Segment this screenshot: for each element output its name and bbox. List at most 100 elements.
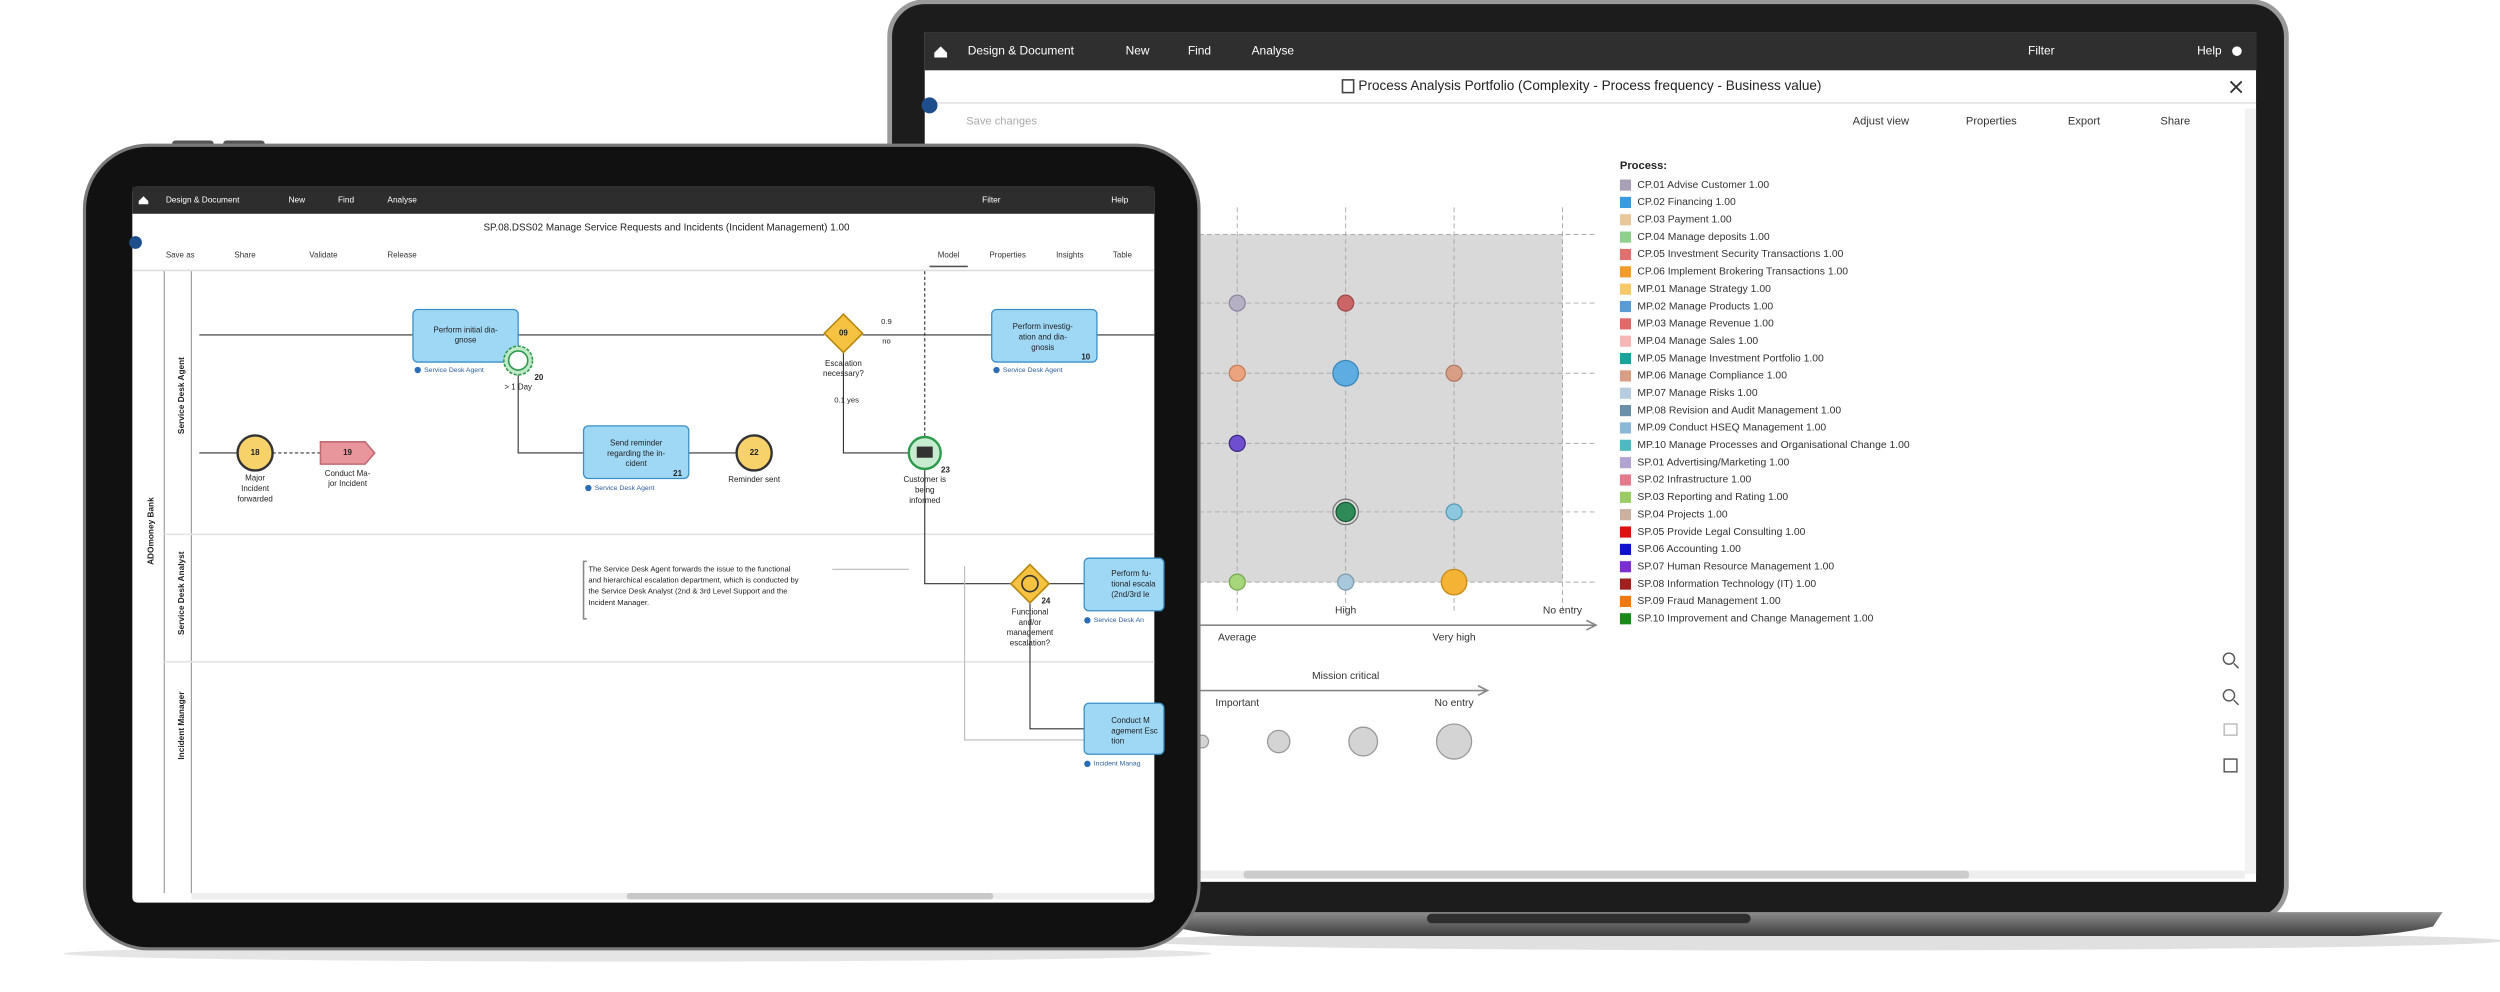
scrollbar	[2244, 108, 2257, 874]
bubbles	[1228, 294, 1468, 596]
action-button[interactable]: Adjust view	[1853, 115, 1910, 127]
bubbles	[1228, 364, 1246, 382]
legend-swatch	[1619, 457, 1632, 469]
bubbles	[1445, 364, 1463, 382]
bubbles	[1228, 294, 1246, 312]
tab[interactable]: Insights	[1056, 250, 1083, 259]
legend-swatch	[1619, 352, 1632, 365]
legend-label: SP.04 Projects 1.00	[1637, 509, 1727, 520]
role-icon	[1084, 760, 1091, 768]
gateway-marker	[1021, 574, 1039, 593]
zoom-tools	[2223, 723, 2238, 736]
g: CP.01 Advise Customer 1.00 CP.02 Financin…	[1619, 179, 1910, 625]
legend-label: CP.02 Financing 1.00	[1637, 197, 1736, 208]
node-label: Escalation	[825, 359, 862, 368]
legend-swatch	[1619, 214, 1632, 226]
legend-title: Process:	[1620, 160, 1667, 172]
toolbar-button[interactable]: Filter	[982, 194, 1001, 204]
tab[interactable]: Properties	[989, 250, 1025, 259]
legend-swatch	[1619, 595, 1632, 608]
tab[interactable]: Model	[938, 250, 960, 259]
action-button[interactable]: Export	[2068, 115, 2101, 127]
legend-swatch	[1619, 405, 1632, 417]
bubbles	[1332, 498, 1360, 526]
action-button[interactable]: Share	[234, 250, 256, 259]
toolbar-button[interactable]: Help	[1111, 194, 1128, 204]
lane-label: Incident Manager	[176, 691, 186, 760]
toolbar-button[interactable]: Design & Document	[968, 43, 1075, 57]
toolbar-button[interactable]: New	[289, 194, 306, 204]
action-button[interactable]: Release	[387, 250, 417, 259]
tb: Design & Document New Find Analyse Filter Hel…	[166, 194, 1129, 204]
toolbar-button[interactable]: Find	[1188, 43, 1211, 57]
annotation-line: and hierarchical escalation department, …	[588, 576, 798, 585]
close-icon	[2229, 80, 2243, 94]
size-bubbles	[1266, 729, 1291, 754]
legend-label: MP.07 Manage Risks 1.00	[1637, 388, 1757, 399]
tasks	[1083, 702, 1165, 755]
save-changes: Save changes	[966, 115, 1037, 127]
node-number: 10	[1081, 352, 1090, 361]
action-button[interactable]: Properties	[1966, 115, 2017, 127]
g: Adjust view Properties Export Share	[1853, 115, 2190, 127]
legend-label: SP.09 Fraud Management 1.00	[1637, 596, 1780, 607]
legend-label: MP.10 Manage Processes and Organisationa…	[1637, 440, 1909, 451]
node-label: escalation?	[1010, 639, 1051, 648]
flow-label: 0.1 yes	[834, 395, 859, 404]
legend-label: MP.02 Manage Products 1.00	[1637, 301, 1773, 312]
node-label: ation and dia-	[1019, 332, 1068, 341]
legend-label: CP.06 Implement Brokering Transactions 1…	[1637, 267, 1848, 278]
toolbar-button[interactable]: Filter	[2028, 43, 2055, 57]
action-button[interactable]: Save as	[166, 250, 195, 259]
toolbar-button[interactable]: Analyse	[1252, 43, 1295, 57]
legend-swatch	[1619, 439, 1632, 451]
zoom-tools	[2222, 689, 2236, 702]
node-number: 23	[941, 466, 950, 475]
annotation-bracket	[582, 560, 587, 620]
toolbar-button[interactable]: Help	[2197, 43, 2222, 57]
toolbar-button[interactable]: Find	[338, 194, 355, 204]
tasks	[412, 308, 519, 363]
node-label: > 1 Day	[504, 383, 532, 392]
legend-label: CP.05 Investment Security Transactions 1…	[1637, 249, 1843, 260]
annotation-line: the Service Desk Analyst (2nd & 3rd Leve…	[588, 587, 787, 596]
legend-label: MP.01 Manage Strategy 1.00	[1637, 284, 1771, 295]
legend-label: MP.08 Revision and Audit Management 1.00	[1637, 405, 1841, 416]
grid	[1198, 207, 1595, 614]
scroll-thumb	[626, 893, 994, 900]
legend-label: MP.05 Manage Investment Portfolio 1.00	[1637, 353, 1824, 364]
role-icon	[585, 484, 592, 492]
home-icon	[934, 46, 948, 58]
laptop-notch	[1426, 913, 1751, 924]
legend-label: SP.06 Accounting 1.00	[1637, 544, 1741, 555]
node-number: 20	[534, 373, 543, 382]
tb: Design & Document New Find Analyse Filter Hel…	[968, 43, 2222, 57]
flows	[924, 468, 1011, 585]
action-button[interactable]: Share	[2160, 115, 2190, 127]
bubbles	[1337, 294, 1355, 312]
flows	[517, 374, 584, 454]
legend-swatch	[1619, 422, 1632, 434]
zoom-tools	[2233, 662, 2240, 669]
legend-swatch	[1619, 231, 1632, 243]
annotation-line: Incident Manager.	[588, 598, 649, 607]
home-icon	[138, 196, 149, 205]
flows	[964, 566, 1085, 741]
legend-label: CP.01 Advise Customer 1.00	[1637, 180, 1769, 191]
toolbar-button[interactable]: Design & Document	[166, 194, 240, 204]
size-title: Mission critical	[1312, 671, 1379, 682]
toolbar-button[interactable]: Analyse	[387, 194, 417, 204]
toolbar-button[interactable]: New	[1126, 43, 1150, 57]
size-label: Important	[1215, 698, 1259, 709]
node-role: Incident Manag	[1094, 761, 1141, 768]
legend-label: SP.02 Infrastructure 1.00	[1637, 475, 1751, 486]
node-number: 19	[343, 448, 352, 457]
legend-swatch	[1619, 179, 1632, 191]
node-label: Conduct M	[1111, 716, 1150, 725]
size-label: No entry	[1435, 698, 1475, 709]
tab[interactable]: Table	[1113, 250, 1133, 259]
node-label: being	[915, 486, 935, 495]
action-button[interactable]: Validate	[309, 250, 338, 259]
axis-arrow	[1477, 685, 1490, 697]
